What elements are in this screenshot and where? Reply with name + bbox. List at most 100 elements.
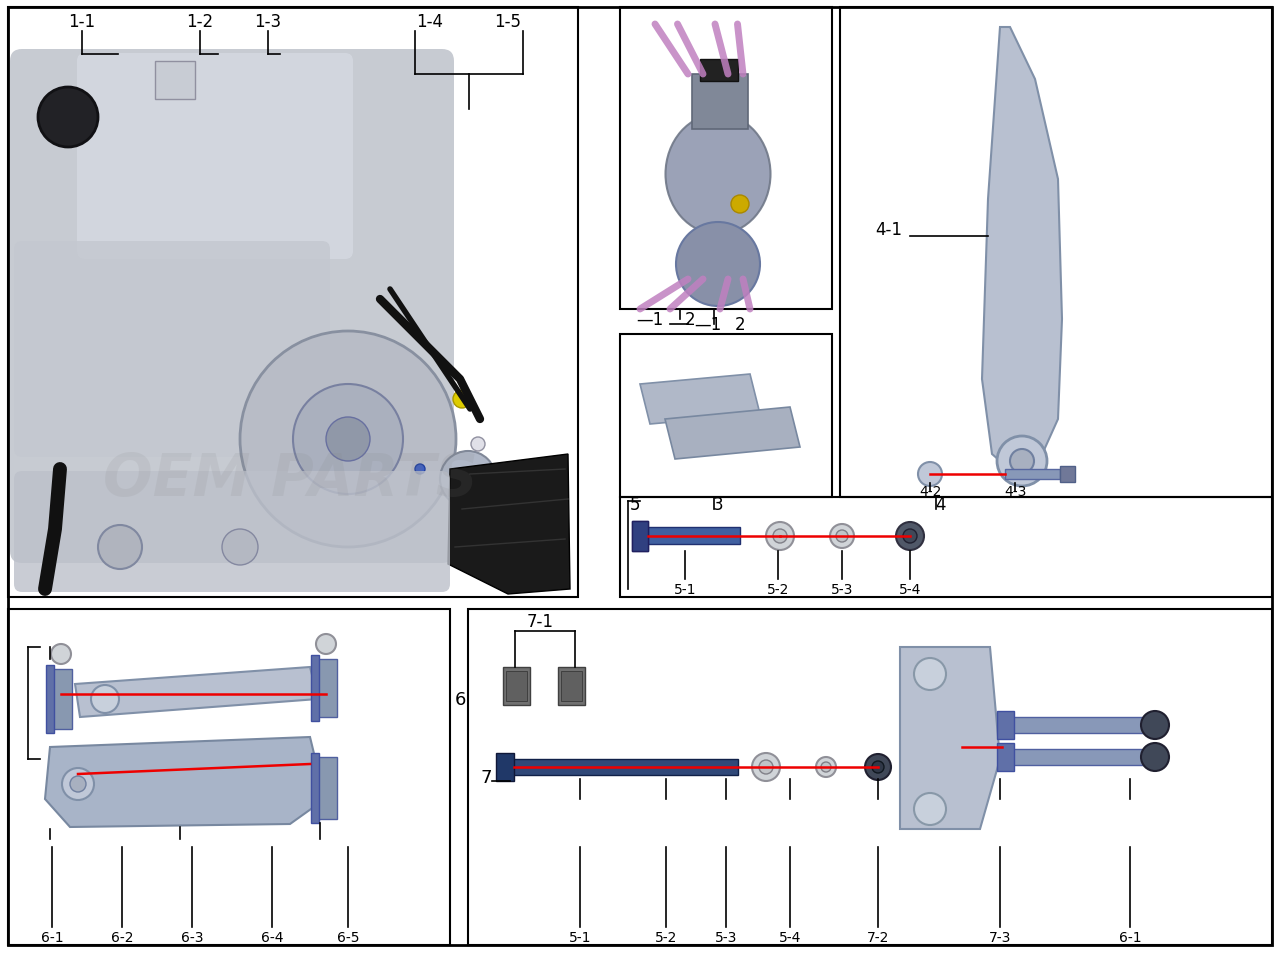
Bar xyxy=(311,656,319,721)
Circle shape xyxy=(914,793,946,825)
Text: —1: —1 xyxy=(636,311,663,329)
Bar xyxy=(997,711,1014,740)
Text: 3: 3 xyxy=(713,496,723,514)
Polygon shape xyxy=(76,667,317,718)
Text: 7-2: 7-2 xyxy=(867,930,890,944)
Polygon shape xyxy=(640,375,760,424)
Circle shape xyxy=(1010,450,1034,474)
Polygon shape xyxy=(448,455,570,595)
Bar xyxy=(692,75,748,130)
Circle shape xyxy=(326,417,370,461)
Bar xyxy=(700,60,739,82)
FancyBboxPatch shape xyxy=(14,472,451,593)
Text: 5-1: 5-1 xyxy=(673,582,696,597)
Text: 5-3: 5-3 xyxy=(831,582,854,597)
Text: 5-3: 5-3 xyxy=(714,930,737,944)
Polygon shape xyxy=(45,738,325,827)
Circle shape xyxy=(440,452,497,507)
Text: —1: —1 xyxy=(694,315,721,334)
Text: 2: 2 xyxy=(735,315,745,334)
Bar xyxy=(8,609,451,945)
Polygon shape xyxy=(632,521,648,552)
Bar xyxy=(497,753,515,781)
Bar xyxy=(997,743,1014,771)
Bar xyxy=(1060,467,1075,482)
Circle shape xyxy=(61,768,93,801)
Polygon shape xyxy=(982,28,1062,475)
Circle shape xyxy=(221,530,259,565)
Bar xyxy=(645,527,740,544)
Text: 1-3: 1-3 xyxy=(255,13,282,30)
Polygon shape xyxy=(900,647,1000,829)
Text: 5: 5 xyxy=(630,496,640,514)
Bar xyxy=(1005,470,1060,479)
Circle shape xyxy=(765,522,794,551)
Text: 1-5: 1-5 xyxy=(494,13,521,30)
Text: 6: 6 xyxy=(454,690,466,708)
Text: 6-1: 6-1 xyxy=(1119,930,1142,944)
Bar xyxy=(311,753,319,823)
Bar xyxy=(1010,718,1155,733)
Circle shape xyxy=(872,761,884,773)
Text: 1-4: 1-4 xyxy=(416,13,443,30)
Text: 4-1: 4-1 xyxy=(876,221,902,239)
Circle shape xyxy=(836,531,849,542)
Text: 4-2: 4-2 xyxy=(919,484,941,498)
Circle shape xyxy=(99,525,142,569)
Circle shape xyxy=(865,754,891,781)
Text: 5-4: 5-4 xyxy=(899,582,922,597)
Circle shape xyxy=(731,195,749,213)
Bar xyxy=(632,521,648,552)
FancyBboxPatch shape xyxy=(77,54,353,260)
FancyBboxPatch shape xyxy=(10,50,454,563)
Circle shape xyxy=(471,437,485,452)
Bar xyxy=(561,671,582,701)
Circle shape xyxy=(316,635,337,655)
Text: 4: 4 xyxy=(934,496,945,514)
Circle shape xyxy=(759,760,773,774)
Bar xyxy=(1010,749,1155,765)
Circle shape xyxy=(914,659,946,690)
Polygon shape xyxy=(666,408,800,459)
Bar xyxy=(509,760,739,775)
Circle shape xyxy=(91,685,119,713)
Circle shape xyxy=(753,753,780,781)
Text: 5-1: 5-1 xyxy=(568,930,591,944)
Bar xyxy=(155,62,195,100)
Text: 6-3: 6-3 xyxy=(180,930,204,944)
Circle shape xyxy=(817,758,836,778)
Circle shape xyxy=(918,462,942,486)
FancyBboxPatch shape xyxy=(14,242,330,457)
Bar xyxy=(558,667,585,705)
Circle shape xyxy=(1140,711,1169,740)
Text: 1-2: 1-2 xyxy=(187,13,214,30)
Circle shape xyxy=(293,385,403,495)
Text: OEM PARTS: OEM PARTS xyxy=(102,451,477,508)
Circle shape xyxy=(997,436,1047,486)
Circle shape xyxy=(453,391,471,409)
Bar xyxy=(50,669,72,729)
Bar xyxy=(315,758,337,820)
Text: 7-3: 7-3 xyxy=(989,930,1011,944)
Circle shape xyxy=(773,530,787,543)
Bar xyxy=(620,8,832,310)
Circle shape xyxy=(51,644,70,664)
Circle shape xyxy=(70,776,86,792)
Text: 5-4: 5-4 xyxy=(778,930,801,944)
Circle shape xyxy=(902,530,916,543)
Bar xyxy=(468,609,1272,945)
Text: 6-4: 6-4 xyxy=(261,930,283,944)
Bar xyxy=(503,667,530,705)
Bar xyxy=(46,665,54,733)
Circle shape xyxy=(1140,743,1169,771)
Text: 7: 7 xyxy=(480,768,492,786)
Circle shape xyxy=(676,223,760,307)
Circle shape xyxy=(415,464,425,475)
Bar xyxy=(840,8,1272,497)
Bar xyxy=(8,8,579,598)
Text: 5-2: 5-2 xyxy=(767,582,790,597)
Text: 1-1: 1-1 xyxy=(68,13,96,30)
Bar xyxy=(315,659,337,718)
Circle shape xyxy=(38,88,99,148)
Circle shape xyxy=(820,762,831,772)
